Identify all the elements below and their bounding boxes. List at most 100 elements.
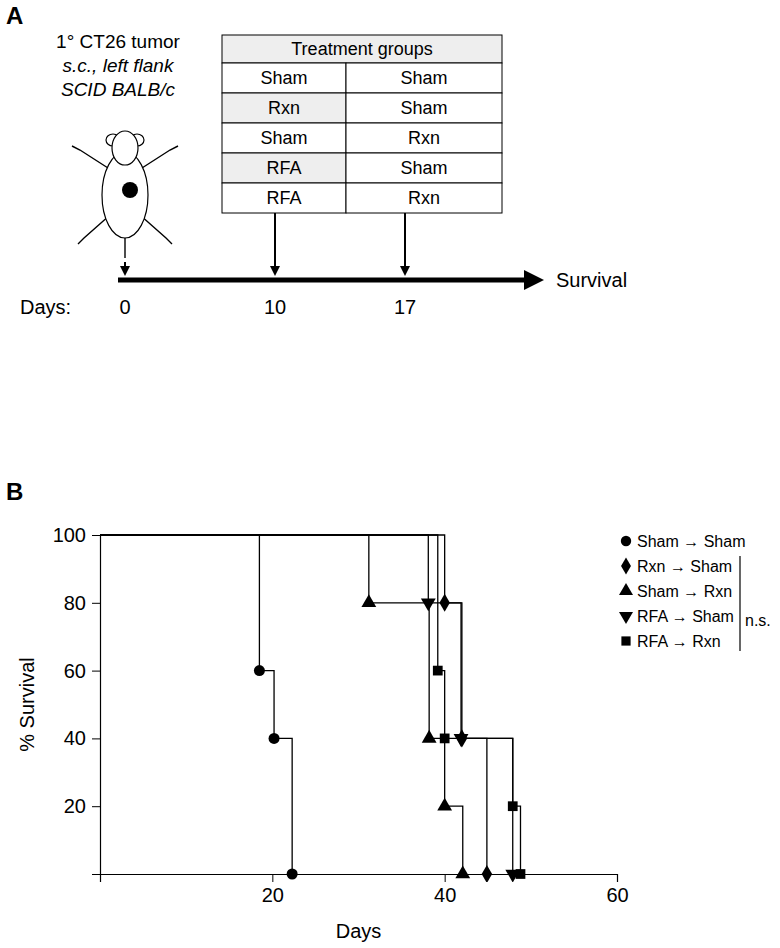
table-header-cell — [222, 35, 502, 63]
tick: 60 — [606, 874, 628, 906]
survival-marker — [421, 599, 436, 612]
survival-marker — [422, 730, 437, 743]
legend-marker — [621, 536, 631, 546]
timeline-axis — [118, 278, 528, 283]
tick-mark — [617, 874, 618, 882]
table-cell-text: Rxn — [408, 128, 440, 148]
survival-marker — [508, 801, 518, 811]
mouse-limb — [78, 215, 110, 244]
tick: 20 — [262, 874, 284, 906]
legend-marker — [619, 612, 633, 624]
tick: 80 — [64, 592, 100, 614]
survival-line — [100, 535, 463, 874]
table-cell — [222, 153, 346, 183]
table-cell — [222, 183, 346, 213]
tumor-label: SCID BALB/c — [61, 79, 176, 100]
table-cell-text: Sham — [260, 68, 307, 88]
tick-label: 80 — [64, 592, 86, 614]
x-axis: 20 40 60 — [101, 874, 629, 906]
tick-label: 40 — [434, 884, 456, 906]
survival-line — [100, 535, 292, 874]
legend-marker — [621, 636, 630, 645]
survival-marker — [361, 594, 376, 607]
table-cell-text: RFA — [266, 188, 301, 208]
tick-label: 60 — [606, 884, 628, 906]
legend-label: RFA → Sham — [637, 608, 734, 625]
table-header: Treatment groups — [291, 39, 432, 59]
survival-marker — [482, 865, 492, 882]
legend-label: Sham → Sham — [637, 533, 745, 550]
table-cell-text: Sham — [400, 98, 447, 118]
survival-marker — [454, 734, 469, 747]
timeline-arrow — [124, 262, 126, 274]
table-cell — [346, 123, 502, 153]
timeline-arrow — [404, 213, 406, 274]
table-cell — [346, 63, 502, 93]
tick-mark — [92, 603, 100, 604]
panel-label: B — [6, 478, 23, 505]
legend: Sham → Sham Rxn → Sham Sham → Rxn RFA → Sha… — [619, 533, 745, 650]
tick-mark — [92, 738, 100, 739]
mouse-limb — [72, 146, 108, 168]
figure: A B 1° CT26 tumor s.c., left flank SCID BALB… — [0, 0, 780, 948]
survival-marker — [516, 869, 526, 879]
timeline-day: 10 — [264, 296, 286, 318]
diagram: 1° CT26 tumor s.c., left flank SCID BALB/c… — [20, 31, 627, 318]
axis-line — [92, 536, 101, 875]
table-cell — [346, 153, 502, 183]
tick-mark — [445, 874, 446, 882]
tumor-label: s.c., left flank — [63, 55, 175, 76]
table-cell — [346, 183, 502, 213]
timeline-day: 0 — [119, 296, 130, 318]
survival-marker — [287, 869, 298, 880]
legend-label: Sham → Rxn — [637, 583, 732, 600]
axis-line — [101, 875, 618, 883]
table-cell-text: Sham — [260, 128, 307, 148]
tick: 40 — [64, 727, 100, 749]
y-axis-title: % Survival — [16, 657, 38, 751]
tick-label: 100 — [53, 524, 86, 546]
table-cell — [222, 93, 346, 123]
tick: 60 — [64, 660, 100, 682]
tick: 40 — [434, 874, 456, 906]
y-axis: 20 40 60 80 100 — [53, 524, 101, 875]
tick-label: 40 — [64, 727, 86, 749]
chart: 20 40 60 80 100 20 40 60 Days % Survival Sham → Sh… — [16, 524, 771, 942]
mouse-head — [112, 131, 138, 165]
tumor-dot — [122, 182, 138, 198]
table-cell — [222, 63, 346, 93]
survival-marker — [269, 733, 280, 744]
table-cell-text: Sham — [400, 158, 447, 178]
timeline-arrow — [274, 213, 276, 274]
tick-mark — [92, 806, 100, 807]
tick-label: 20 — [262, 884, 284, 906]
legend-marker — [621, 557, 631, 574]
survival-marker — [433, 666, 443, 676]
table-cell-text: Rxn — [268, 98, 300, 118]
survival-marker — [440, 734, 450, 744]
table-cell — [222, 123, 346, 153]
table-cell — [346, 93, 502, 123]
plot-area — [100, 535, 525, 882]
mouse-limb — [124, 236, 125, 258]
tick-mark — [92, 671, 100, 672]
tumor-label: 1° CT26 tumor — [56, 31, 180, 52]
x-axis-title: Days — [336, 920, 382, 942]
survival-marker — [437, 798, 452, 811]
survival-line — [100, 535, 513, 874]
mouse-icon — [72, 131, 178, 258]
bracket — [739, 556, 740, 651]
table-cell-text: RFA — [266, 158, 301, 178]
tick-mark — [92, 535, 100, 536]
timeline-day: 17 — [394, 296, 416, 318]
table-cell-text: Rxn — [408, 188, 440, 208]
mouse-limb — [140, 215, 172, 244]
survival-line — [100, 535, 520, 874]
table-cell-text: Sham — [400, 68, 447, 88]
annotation: n.s. — [745, 612, 771, 629]
panel-label: A — [6, 2, 23, 29]
legend-label: Rxn → Sham — [637, 558, 732, 575]
tick-label: 20 — [64, 795, 86, 817]
mouse-limb — [142, 146, 178, 168]
tick-label: 60 — [64, 660, 86, 682]
